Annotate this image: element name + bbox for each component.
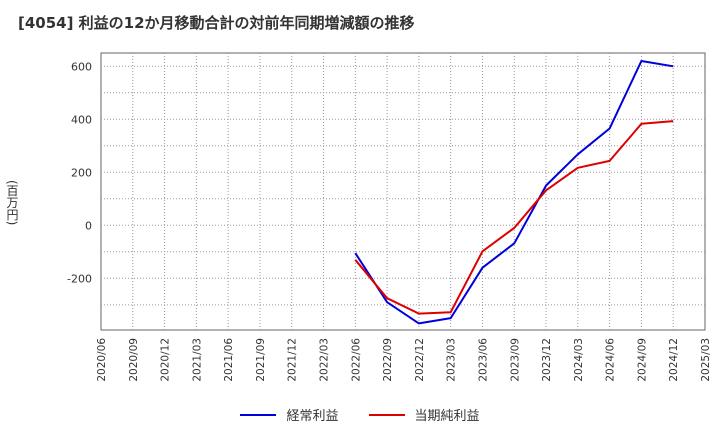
- x-tick-label: 2021/09: [255, 338, 267, 382]
- chart-title: [4054] 利益の12か月移動合計の対前年同期増減額の推移: [18, 14, 415, 32]
- legend-item-junri: 当期純利益: [368, 405, 480, 424]
- legend-label-keijo: 経常利益: [286, 409, 339, 424]
- series-line-0: [354, 60, 674, 325]
- x-tick-label: 2023/09: [509, 338, 521, 382]
- legend-swatch-junri: [368, 413, 405, 416]
- y-axis-ticks: 600 400 200 0 -200: [67, 60, 92, 285]
- plot-area: [100, 52, 706, 331]
- x-tick-label: 2021/06: [223, 338, 235, 382]
- x-tick-label: 2022/12: [414, 338, 426, 382]
- x-tick-label: 2022/09: [382, 338, 394, 382]
- x-tick-label: 2023/03: [446, 338, 458, 382]
- x-axis-ticks: 2020/06 2020/09 2020/12 2021/03 2021/06 2021/…: [96, 338, 712, 382]
- legend-swatch-keijo: [240, 413, 277, 416]
- x-tick-label: 2022/03: [319, 338, 331, 382]
- x-tick-label: 2020/12: [160, 338, 172, 382]
- grid-lines: [101, 53, 705, 330]
- legend-item-keijo: 経常利益: [240, 405, 339, 424]
- x-tick-label: 2024/06: [605, 338, 617, 382]
- x-tick-label: 2024/03: [573, 338, 585, 382]
- x-tick-label: 2024/09: [636, 338, 648, 382]
- y-axis-label: (百万円): [5, 180, 19, 226]
- x-tick-label: 2020/06: [96, 338, 108, 382]
- x-tick-label: 2021/03: [191, 338, 203, 382]
- y-tick-label: 600: [71, 60, 92, 73]
- legend-label-junri: 当期純利益: [414, 409, 480, 424]
- legend: 経常利益 当期純利益: [0, 405, 720, 424]
- y-tick-label: -200: [67, 272, 92, 285]
- x-tick-label: 2023/06: [477, 338, 489, 382]
- x-tick-label: 2022/06: [350, 338, 362, 382]
- series-line-1: [354, 120, 674, 315]
- x-tick-label: 2023/12: [541, 338, 553, 382]
- x-tick-label: 2025/03: [700, 338, 712, 382]
- y-tick-label: 200: [71, 166, 92, 179]
- x-tick-label: 2021/12: [287, 338, 299, 382]
- y-tick-label: 400: [71, 113, 92, 126]
- x-tick-label: 2020/09: [128, 338, 140, 382]
- x-tick-label: 2024/12: [668, 338, 680, 382]
- y-tick-label: 0: [85, 219, 92, 232]
- series-lines: [354, 60, 674, 325]
